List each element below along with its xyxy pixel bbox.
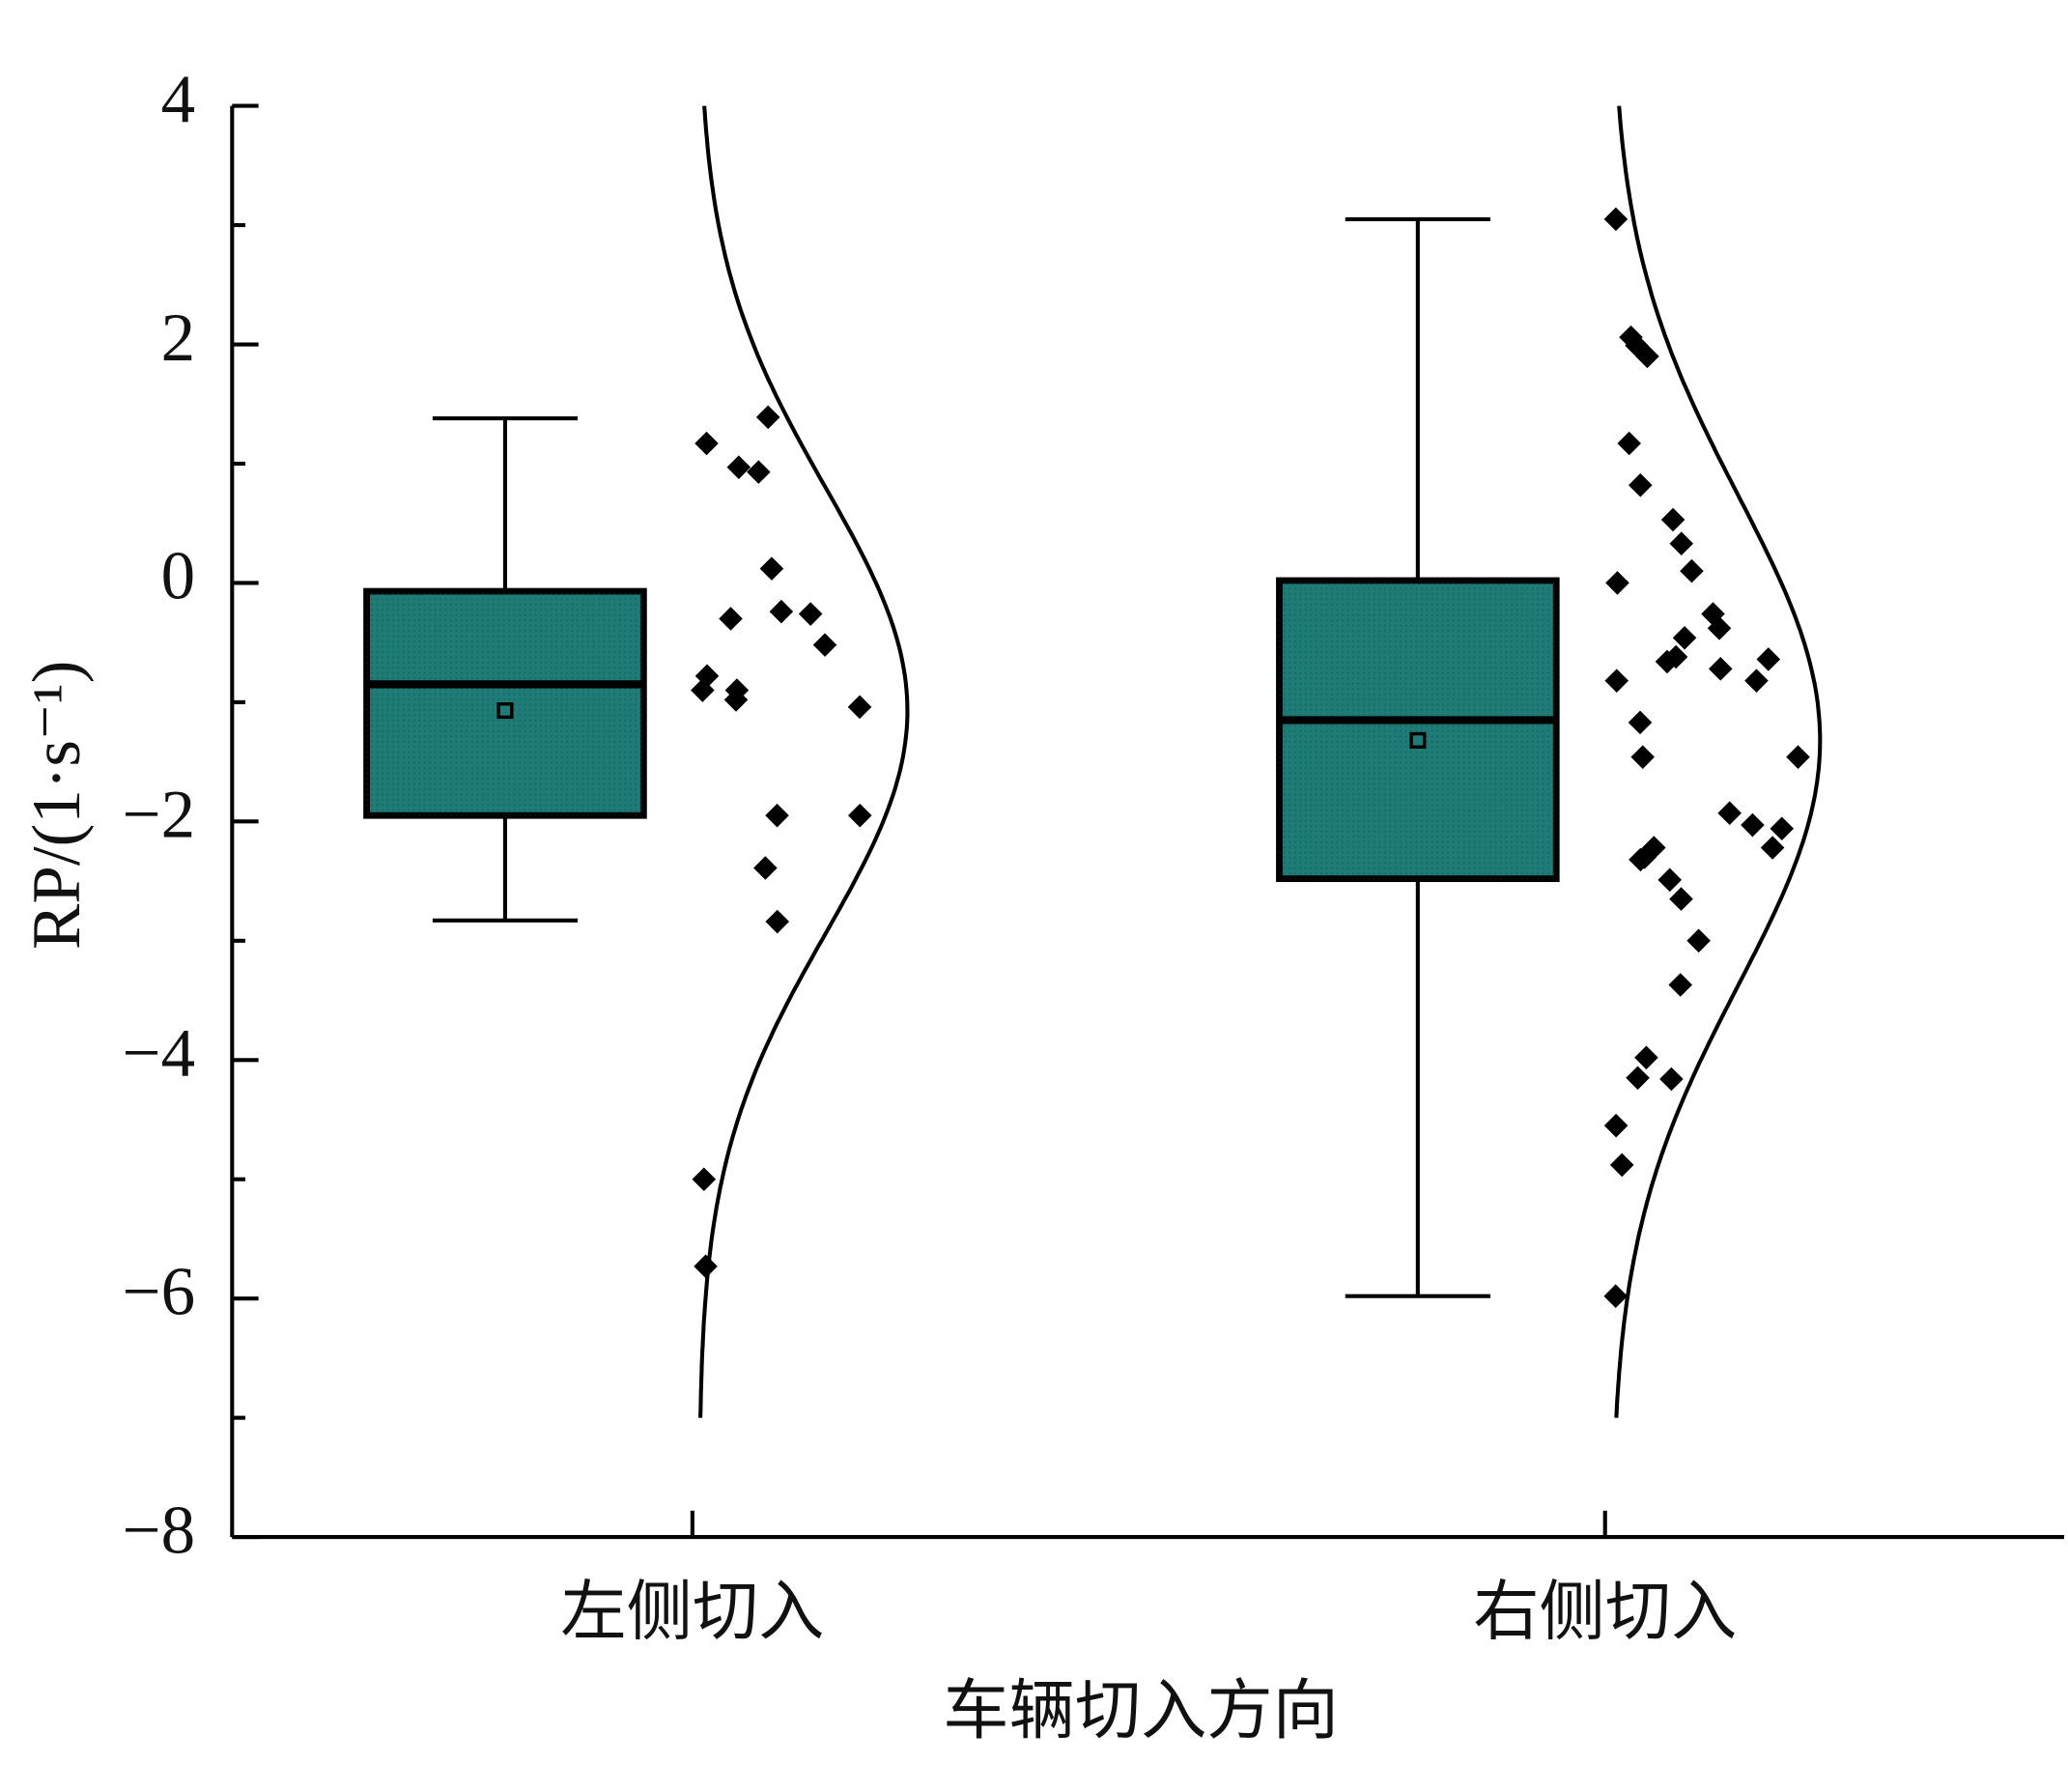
data-point	[724, 678, 750, 702]
data-point	[759, 556, 784, 581]
data-point	[1657, 868, 1683, 893]
data-point	[1626, 1066, 1650, 1091]
y-tick-label: −6	[123, 1254, 196, 1329]
data-point	[1756, 647, 1781, 671]
data-point	[1632, 845, 1657, 869]
y-tick-label: −2	[123, 778, 196, 853]
data-point	[1669, 531, 1694, 555]
data-point	[694, 1254, 718, 1279]
data-point	[1603, 207, 1629, 232]
data-point	[1604, 668, 1629, 693]
data-point	[1708, 657, 1733, 681]
data-point	[1605, 571, 1629, 595]
y-tick-label: 0	[161, 539, 196, 614]
data-point	[1603, 1284, 1629, 1309]
data-point	[765, 803, 789, 828]
data-point	[1630, 745, 1656, 769]
data-point	[1660, 507, 1686, 532]
data-point	[1603, 1113, 1629, 1138]
box-texture	[1279, 580, 1557, 879]
data-point	[1717, 801, 1742, 825]
data-point	[769, 599, 794, 624]
distribution-curve	[1614, 105, 1823, 1418]
data-point	[1609, 1152, 1634, 1178]
data-point	[1686, 928, 1711, 953]
y-axis-label: RP/(1·s⁻¹)	[19, 661, 95, 950]
data-point	[798, 602, 823, 626]
mean-marker	[496, 702, 514, 720]
data-point	[1680, 558, 1704, 583]
data-point	[1668, 973, 1693, 997]
data-point	[1707, 616, 1732, 640]
data-point	[1634, 1045, 1658, 1070]
mean-marker	[1409, 731, 1427, 749]
data-point	[753, 856, 778, 880]
data-point	[1669, 887, 1693, 911]
y-tick-label: 4	[161, 62, 196, 137]
data-point	[847, 695, 872, 720]
data-point	[812, 633, 837, 657]
data-point	[747, 460, 771, 484]
data-point	[1760, 836, 1785, 860]
y-tick-label: −4	[123, 1016, 196, 1092]
data-point	[1786, 745, 1810, 769]
data-point	[692, 1167, 717, 1192]
data-point	[1744, 668, 1769, 693]
data-point	[765, 909, 790, 934]
data-point	[1741, 812, 1765, 838]
data-point	[726, 455, 751, 479]
data-point	[719, 607, 743, 631]
data-point	[1659, 1067, 1684, 1092]
x-tick-label: 左侧切入	[560, 1575, 824, 1648]
x-axis-label: 车辆切入方向	[943, 1674, 1339, 1748]
data-point	[691, 678, 715, 702]
x-tick-label: 右侧切入	[1473, 1575, 1737, 1648]
data-point	[694, 431, 719, 456]
data-point	[1672, 625, 1697, 650]
data-point	[1617, 431, 1641, 456]
distribution-curve	[697, 105, 910, 1418]
data-point	[1770, 816, 1795, 841]
y-tick-label: −8	[123, 1493, 196, 1568]
y-tick-label: 2	[161, 300, 196, 376]
data-point	[755, 405, 780, 430]
data-point	[1628, 472, 1653, 498]
data-point	[1628, 710, 1653, 735]
data-point	[847, 803, 872, 828]
data-point	[1655, 649, 1680, 674]
